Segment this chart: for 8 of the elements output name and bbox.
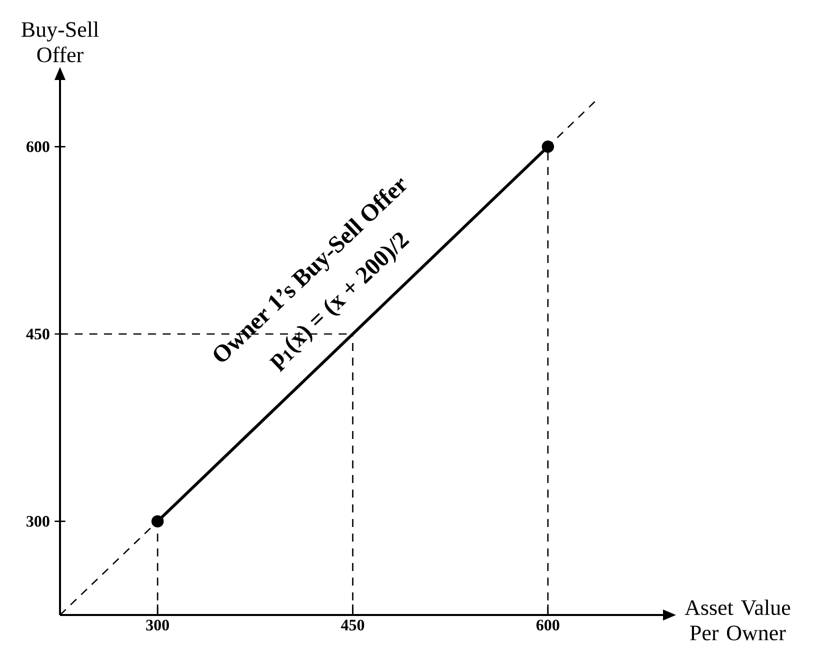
x-tick-label: 450 [340,620,364,630]
y-tick-label: 300 [26,516,50,527]
x-tick-label: 300 [146,620,169,630]
y-tick-label: 600 [26,141,50,152]
x-axis-title: Asset Value Per Owner [684,600,790,640]
x-tick-label: 600 [536,620,560,630]
y-axis-title: Buy-Sell Offer [22,21,99,62]
y-tick-label: 450 [26,328,50,340]
